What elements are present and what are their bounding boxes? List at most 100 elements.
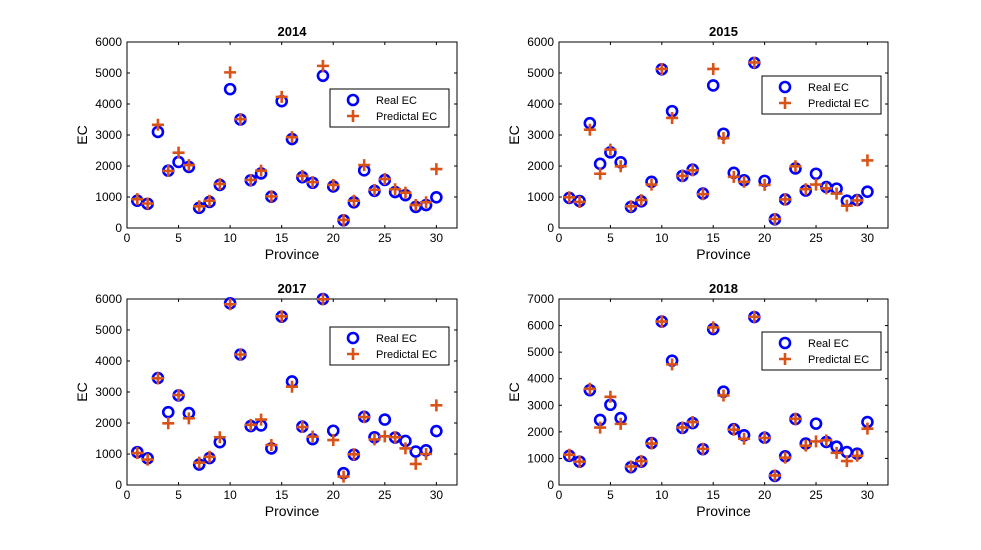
x-tick-label: 10 — [223, 231, 237, 245]
legend-label: Real EC — [808, 82, 849, 94]
legend-marker-real-ec — [346, 93, 360, 107]
data-point-predictal-ec — [624, 200, 637, 213]
data-point-predictal-ec — [810, 435, 823, 448]
data-point-predictal-ec — [255, 164, 268, 177]
y-tick-label: 4000 — [95, 97, 122, 111]
data-point-predictal-ec — [430, 399, 443, 412]
data-point-predictal-ec — [378, 430, 391, 443]
data-point-predictal-ec — [296, 421, 309, 434]
y-tick-label: 1000 — [527, 190, 554, 204]
chart-panel-2014: 0 5 10 15 20 25 30 0 1000 2000 3000 4000 5000 6000 201… — [74, 24, 458, 262]
y-tick-label: 6000 — [527, 35, 554, 49]
x-tick-label: 15 — [275, 231, 289, 245]
data-point-predictal-ec — [141, 197, 154, 210]
data-point-predictal-ec — [193, 200, 206, 213]
x-tick-label: 15 — [707, 231, 721, 245]
legend-label: Predictal EC — [808, 354, 869, 366]
data-point-predictal-ec — [420, 196, 433, 209]
chart-title: 2018 — [709, 281, 738, 296]
y-tick-label: 2000 — [95, 159, 122, 173]
x-tick-label: 0 — [556, 231, 563, 245]
y-tick-label: 1000 — [95, 447, 122, 461]
data-point-predictal-ec — [830, 187, 843, 200]
data-point-predictal-ec — [347, 194, 360, 207]
y-axis-label: EC — [74, 125, 90, 144]
data-point-predictal-ec — [399, 186, 412, 199]
data-point-predictal-ec — [583, 382, 596, 395]
data-point-predictal-ec — [768, 213, 781, 226]
x-tick-label: 25 — [809, 231, 823, 245]
x-tick-label: 25 — [809, 488, 823, 502]
data-point-predictal-ec — [594, 167, 607, 180]
y-tick-label: 4000 — [95, 354, 122, 368]
data-point-predictal-ec — [255, 413, 268, 426]
data-point-predictal-ec — [645, 437, 658, 450]
data-point-predictal-ec — [563, 448, 576, 461]
legend-marker-real-ec — [346, 331, 360, 345]
y-tick-label: 3000 — [95, 128, 122, 142]
data-point-predictal-ec — [614, 160, 627, 173]
y-axis-label: EC — [74, 382, 90, 401]
data-point-predictal-ec — [162, 164, 175, 177]
data-point-predictal-ec — [789, 412, 802, 425]
data-point-predictal-ec — [193, 456, 206, 469]
data-point-predictal-ec — [162, 417, 175, 430]
data-point-predictal-ec — [738, 175, 751, 188]
data-point-predictal-ec — [316, 59, 329, 72]
data-point-predictal-ec — [224, 66, 237, 79]
data-point-predictal-ec — [337, 213, 350, 226]
legend-label: Real EC — [808, 338, 849, 350]
data-point-real-ec — [706, 79, 720, 92]
legend-marker-predictal-ec — [779, 353, 791, 365]
data-point-real-ec — [161, 405, 175, 419]
data-point-predictal-ec — [368, 183, 381, 196]
x-tick-label: 0 — [124, 488, 131, 502]
y-axis-label: EC — [506, 125, 522, 144]
x-tick-label: 5 — [607, 488, 614, 502]
legend-marker-predictal-ec — [347, 110, 359, 122]
data-point-predictal-ec — [768, 469, 781, 482]
data-point-predictal-ec — [604, 143, 617, 156]
chart-title: 2017 — [278, 281, 307, 296]
x-tick-label: 30 — [430, 231, 444, 245]
data-point-predictal-ec — [265, 190, 278, 203]
data-point-predictal-ec — [203, 450, 216, 463]
data-point-predictal-ec — [645, 178, 658, 191]
data-point-predictal-ec — [727, 423, 740, 436]
data-point-real-ec — [430, 191, 443, 204]
data-point-predictal-ec — [820, 434, 833, 447]
data-point-predictal-ec — [748, 310, 761, 323]
data-point-real-ec — [861, 185, 874, 199]
data-point-predictal-ec — [707, 62, 720, 75]
data-point-predictal-ec — [655, 62, 668, 75]
data-point-predictal-ec — [172, 389, 185, 402]
data-point-predictal-ec — [327, 434, 340, 447]
data-point-predictal-ec — [676, 421, 689, 434]
x-tick-label: 5 — [175, 488, 182, 502]
y-tick-label: 6000 — [95, 292, 122, 306]
y-tick-label: 0 — [547, 478, 554, 492]
data-point-predictal-ec — [347, 448, 360, 461]
y-tick-label: 0 — [115, 221, 122, 235]
data-point-predictal-ec — [666, 358, 679, 371]
data-point-predictal-ec — [758, 178, 771, 191]
data-point-predictal-ec — [151, 372, 164, 385]
data-point-predictal-ec — [213, 431, 226, 444]
y-tick-label: 5000 — [95, 323, 122, 337]
y-tick-label: 3000 — [527, 128, 554, 142]
legend-label: Predictal EC — [808, 98, 869, 110]
data-point-predictal-ec — [696, 442, 709, 455]
x-tick-label: 20 — [758, 231, 772, 245]
data-point-predictal-ec — [224, 298, 237, 311]
x-axis-label: Province — [696, 503, 751, 519]
legend-marker-predictal-ec — [779, 97, 791, 109]
legend-marker-real-ec — [778, 80, 792, 94]
data-point-predictal-ec — [748, 56, 761, 69]
x-tick-label: 5 — [607, 231, 614, 245]
data-point-predictal-ec — [830, 446, 843, 459]
y-tick-label: 1000 — [95, 190, 122, 204]
data-point-predictal-ec — [203, 194, 216, 207]
data-point-predictal-ec — [614, 417, 627, 430]
data-point-predictal-ec — [316, 293, 329, 306]
